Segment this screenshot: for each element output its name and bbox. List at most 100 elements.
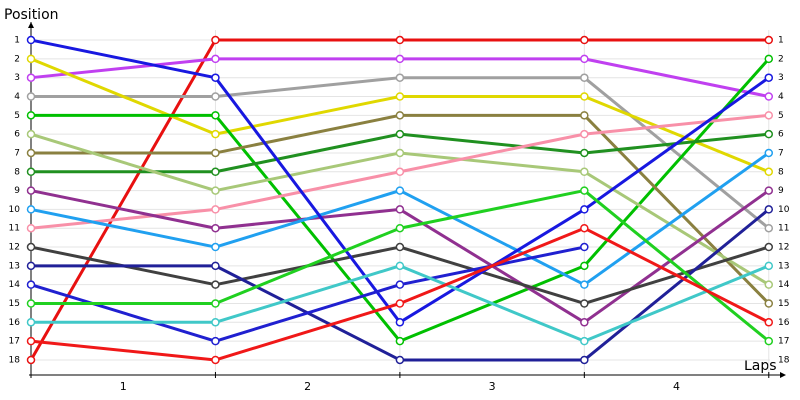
point [764,148,774,158]
y-tick-label-right: 12 [778,243,789,253]
point [26,336,36,346]
point [580,35,589,45]
point [26,92,36,101]
point [211,148,220,158]
point [395,299,405,308]
y-tick-label: 1 [14,36,20,46]
y-tick-label-right: 7 [778,148,784,158]
point [395,92,405,101]
y-tick-label: 16 [9,318,21,328]
y-tick-label-right: 18 [778,355,790,365]
point [580,299,589,308]
point [211,186,220,195]
point [764,167,774,177]
y-tick-label-right: 17 [778,337,789,347]
point [580,148,589,158]
point [26,111,36,120]
y-tick-label-right: 10 [778,205,790,215]
y-tick-label: 13 [9,261,20,271]
point [395,148,405,158]
point [580,223,589,233]
y-tick-label: 6 [14,130,20,140]
point [211,129,220,139]
point [211,318,220,327]
y-tick-label-right: 6 [778,130,784,140]
plot [26,35,774,365]
point [764,205,774,214]
point [395,167,405,177]
y-tick-label-right: 15 [778,299,789,309]
y-tick-label: 17 [9,337,20,347]
point [764,186,774,195]
point [395,35,405,45]
point [764,129,774,139]
point [211,205,220,214]
point [211,167,220,177]
y-tick-label-right: 4 [778,92,784,102]
point [26,242,36,252]
y-tick-label: 3 [14,73,20,83]
point [211,280,220,289]
y-tick-label-right: 9 [778,186,784,196]
point [211,261,220,271]
point [26,205,36,214]
y-tick-label-right: 11 [778,224,789,234]
point [395,129,405,139]
y-tick-label-right: 8 [778,167,784,177]
point [395,318,405,327]
y-axis-arrow [28,22,34,28]
point [395,280,405,289]
y-tick-label-right: 1 [778,36,784,46]
point [26,129,36,139]
y-tick-label: 9 [14,186,20,196]
point [395,261,405,271]
point [211,355,220,365]
y-tick-label-right: 2 [778,54,784,64]
point [580,280,589,289]
point [580,92,589,101]
point [211,54,220,64]
point [580,205,589,214]
point [764,92,774,101]
y-tick-label-right: 3 [778,73,784,83]
y-tick-label: 18 [9,355,21,365]
point [764,261,774,271]
y-tick-label: 2 [14,54,20,64]
point [764,336,774,346]
point [26,186,36,195]
point [211,242,220,252]
y-tick-label-right: 14 [778,280,790,290]
point [26,318,36,327]
y-tick-label: 12 [9,243,20,253]
point [395,205,405,214]
point [764,54,774,64]
point [580,54,589,64]
point [395,54,405,64]
point [395,73,405,82]
point [764,223,774,233]
point [26,355,36,365]
point [26,148,36,158]
point [395,355,405,365]
point [26,35,36,45]
point [395,242,405,252]
y-tick-label: 5 [14,111,20,121]
point [26,167,36,177]
point [764,242,774,252]
y-tick-label-right: 16 [778,318,790,328]
point [395,336,405,346]
y-tick-label: 15 [9,299,20,309]
point [580,167,589,177]
point [764,280,774,289]
y-tick-label-right: 5 [778,111,784,121]
point [764,318,774,327]
x-tick-label: 3 [489,380,496,393]
point [580,186,589,195]
point [580,336,589,346]
point [395,111,405,120]
point [395,223,405,233]
point [26,54,36,64]
point [211,223,220,233]
point [580,355,589,365]
point [26,73,36,82]
